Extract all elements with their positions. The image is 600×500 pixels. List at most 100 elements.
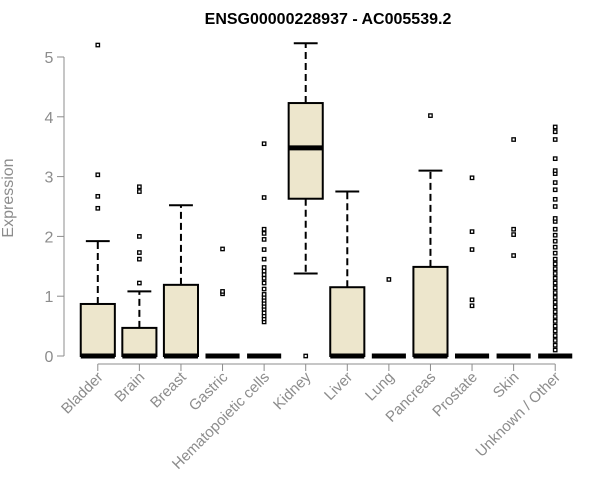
outlier-point <box>552 256 558 262</box>
outlier-point <box>261 226 267 232</box>
outlier-point <box>469 229 475 234</box>
outlier-point <box>261 268 267 274</box>
outlier-point <box>220 246 225 252</box>
x-tick-label: Brain <box>111 369 148 406</box>
outlier-point <box>469 297 475 303</box>
y-axis: 0 1 2 3 4 5 <box>45 50 65 366</box>
outlier-point <box>552 299 558 305</box>
outlier-point <box>95 205 101 211</box>
outlier-point <box>469 247 475 252</box>
outlier-point <box>552 275 558 281</box>
outlier-point <box>511 137 516 142</box>
outlier-point <box>552 244 558 250</box>
outlier-point <box>137 250 142 255</box>
outlier-point <box>95 193 101 199</box>
outlier-point <box>552 314 558 319</box>
box-breast <box>162 204 200 359</box>
box-bladder <box>79 42 116 359</box>
box-series <box>79 42 573 359</box>
outlier-point <box>261 231 267 236</box>
box-kidney <box>287 42 324 359</box>
outlier-point <box>261 275 267 281</box>
outlier-point <box>428 113 433 118</box>
outlier-point <box>137 234 142 239</box>
outlier-point <box>552 216 558 221</box>
outlier-point <box>261 292 267 297</box>
outlier-point <box>386 277 392 282</box>
outlier-point <box>552 285 558 291</box>
outlier-point <box>137 189 142 194</box>
y-axis-label: Expression <box>0 158 17 237</box>
outlier-point <box>552 309 558 315</box>
outlier-point <box>261 237 267 242</box>
x-tick-label: Liver <box>321 369 356 404</box>
box-lung <box>371 277 406 359</box>
outlier-point <box>261 256 267 262</box>
outlier-point <box>552 333 558 339</box>
outlier-point <box>261 310 267 316</box>
x-tick-label: Lung <box>362 369 398 405</box>
outlier-point <box>552 318 558 324</box>
outlier-point <box>552 187 558 193</box>
outlier-point <box>552 338 558 343</box>
outlier-point <box>552 226 558 232</box>
outlier-point <box>552 156 558 162</box>
box-iqr <box>121 326 158 358</box>
outlier-point <box>552 261 558 267</box>
outlier-point <box>552 204 558 209</box>
y-tick-label: 0 <box>45 349 54 366</box>
outlier-point <box>552 347 558 353</box>
x-tick-label: Breast <box>147 368 190 411</box>
outlier-point <box>220 289 225 294</box>
box-liver <box>329 190 366 359</box>
outlier-point <box>469 175 475 181</box>
outlier-point <box>261 195 267 200</box>
outlier-point <box>261 265 267 270</box>
box-iqr <box>287 102 324 200</box>
box-unknown-other <box>538 124 573 359</box>
box-iqr <box>162 283 200 358</box>
outlier-point <box>303 353 309 359</box>
outlier-point <box>552 280 558 286</box>
y-tick-label: 3 <box>45 170 54 187</box>
outlier-point <box>552 238 558 244</box>
outlier-point <box>511 253 516 258</box>
y-tick-label: 5 <box>45 50 54 67</box>
box-pancreas <box>412 113 449 359</box>
outlier-point <box>552 137 558 142</box>
box-hematopoietic-cells <box>247 141 282 359</box>
box-iqr <box>412 265 449 358</box>
outlier-point <box>552 196 558 202</box>
outlier-point <box>552 271 558 276</box>
outlier-point <box>261 280 267 286</box>
outlier-point <box>552 323 558 329</box>
outlier-point <box>552 129 558 135</box>
box-gastric <box>205 246 240 359</box>
outlier-point <box>261 141 267 147</box>
box-brain <box>121 184 158 359</box>
outlier-point <box>261 272 267 278</box>
box-iqr <box>329 286 366 358</box>
box-skin <box>496 137 531 359</box>
outlier-point <box>261 247 267 252</box>
outlier-point <box>95 172 101 178</box>
y-tick-label: 1 <box>45 289 54 306</box>
x-tick-label: Skin <box>490 369 523 402</box>
outlier-point <box>261 286 267 292</box>
outlier-point <box>137 280 142 286</box>
outlier-point <box>552 290 558 295</box>
x-tick-label: Prostate <box>429 369 481 421</box>
outlier-point <box>511 226 516 232</box>
outlier-point <box>552 342 558 348</box>
outlier-point <box>552 180 558 185</box>
outlier-point <box>511 232 516 237</box>
outlier-point <box>552 266 558 272</box>
outlier-point <box>552 304 558 310</box>
x-tick-label: Kidney <box>270 368 315 413</box>
outlier-point <box>552 124 558 130</box>
outlier-point <box>552 232 558 238</box>
outlier-point <box>552 328 558 334</box>
y-tick-label: 2 <box>45 229 54 246</box>
